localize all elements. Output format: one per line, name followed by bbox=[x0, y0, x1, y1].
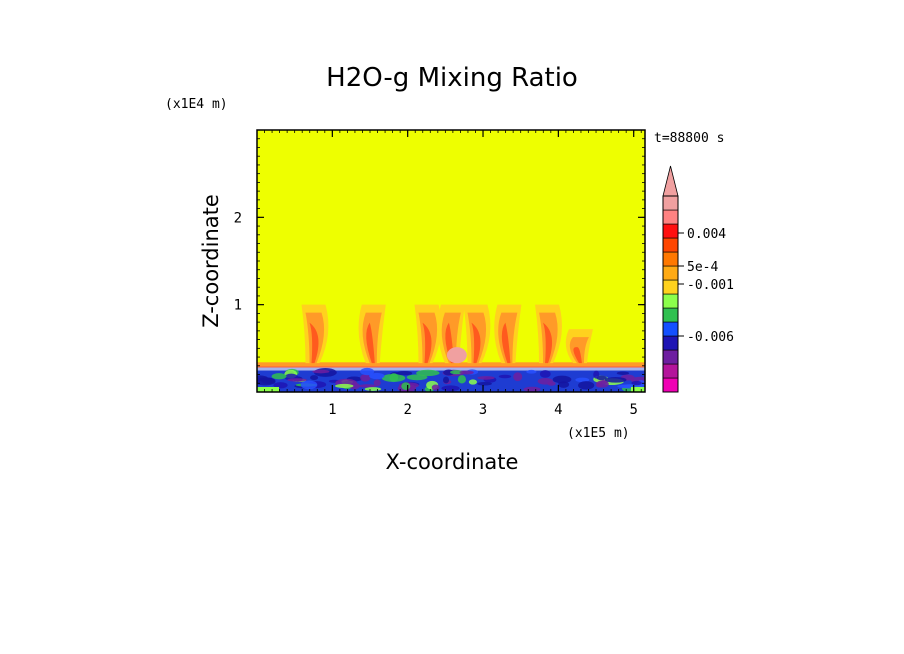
surface-patch bbox=[596, 375, 607, 381]
surface-patch bbox=[459, 370, 474, 375]
plot-area bbox=[257, 130, 645, 392]
plume-peak bbox=[446, 347, 467, 364]
colorbar-segment bbox=[662, 363, 679, 379]
surface-patch bbox=[369, 372, 385, 380]
surface-patch bbox=[523, 386, 541, 392]
colorbar-segment bbox=[662, 377, 679, 393]
plumes bbox=[301, 304, 593, 364]
colorbar-segment bbox=[662, 223, 679, 239]
plume-core bbox=[543, 322, 553, 364]
surface-layer bbox=[257, 362, 645, 392]
surface-patch bbox=[287, 378, 307, 382]
colorbar-tick-label: 0.004 bbox=[687, 227, 726, 242]
surface-patch bbox=[552, 375, 572, 384]
surface-patch bbox=[310, 375, 319, 381]
surface-patch bbox=[257, 387, 279, 392]
colorbar-segment bbox=[662, 209, 679, 225]
surface-patch bbox=[596, 380, 609, 388]
x-tick-label: 3 bbox=[479, 402, 487, 418]
surface-patch bbox=[401, 382, 411, 391]
surface-patch bbox=[381, 374, 406, 382]
colorbar-segment bbox=[662, 307, 679, 323]
surface-patch bbox=[300, 380, 318, 390]
boundary-layer-top bbox=[257, 362, 645, 369]
surface-patch bbox=[477, 376, 495, 380]
surface-patch bbox=[261, 377, 276, 384]
surface-patch bbox=[441, 385, 460, 392]
plume-core bbox=[422, 322, 432, 364]
colorbar-tick-label: -0.006 bbox=[687, 330, 734, 345]
plume-core bbox=[501, 322, 511, 364]
time-label: t=88800 s bbox=[654, 131, 724, 146]
chart-title: H2O-g Mixing Ratio bbox=[326, 63, 578, 93]
y-scale-label: (x1E4 m) bbox=[165, 97, 228, 112]
colorbar-labels: 0.004 5e-4 -0.001 -0.006 bbox=[678, 227, 734, 345]
x-axis-title: X-coordinate bbox=[386, 450, 519, 474]
x-tick-label: 4 bbox=[554, 402, 562, 418]
plume-core bbox=[309, 322, 319, 364]
colorbar-segment bbox=[662, 237, 679, 253]
surface-patch bbox=[457, 375, 466, 384]
x-tick-label: 1 bbox=[328, 402, 336, 418]
surface-patch bbox=[593, 370, 600, 379]
surface-patch bbox=[498, 374, 512, 379]
surface-patch bbox=[578, 381, 595, 390]
surface-patch bbox=[335, 383, 354, 389]
surface-patch bbox=[539, 370, 551, 378]
y-axis-title: Z-coordinate bbox=[199, 194, 223, 328]
colorbar-segment bbox=[662, 265, 679, 281]
surface-patch bbox=[360, 374, 371, 382]
plume-core bbox=[573, 347, 582, 364]
surface-patch bbox=[450, 370, 464, 375]
x-tick-label: 5 bbox=[629, 402, 637, 418]
surface-patch bbox=[349, 382, 360, 390]
surface-band-edge bbox=[257, 367, 645, 371]
colorbar-segment bbox=[662, 335, 679, 351]
surface-patch bbox=[442, 376, 450, 384]
surface-patch bbox=[631, 380, 642, 386]
colorbar-extend-arrow bbox=[662, 165, 679, 197]
surface-patch bbox=[575, 377, 590, 383]
surface-patch bbox=[364, 387, 382, 391]
colorbar-segment bbox=[662, 321, 679, 337]
colorbar-segment bbox=[662, 279, 679, 295]
y-tick-label: 1 bbox=[234, 298, 242, 314]
plume-core bbox=[366, 322, 375, 364]
minor-ticks bbox=[257, 130, 645, 392]
colorbar-frame bbox=[662, 195, 679, 393]
y-tick-label: 2 bbox=[234, 210, 242, 226]
plume-core bbox=[471, 322, 481, 364]
colorbar-tick-label: -0.001 bbox=[687, 278, 734, 293]
surface-patch bbox=[312, 369, 330, 374]
surface-patch bbox=[358, 384, 377, 388]
surface-patch bbox=[468, 379, 478, 385]
surface-patch bbox=[604, 377, 627, 383]
surface-patch bbox=[526, 369, 537, 374]
surface-patch bbox=[616, 371, 630, 375]
surface-patch bbox=[513, 372, 523, 382]
colorbar-segment bbox=[662, 251, 679, 267]
surface-patch bbox=[373, 379, 381, 387]
x-scale-label: (x1E5 m) bbox=[567, 426, 630, 441]
surface-patch bbox=[396, 370, 413, 376]
colorbar-segment bbox=[662, 195, 679, 211]
colorbar-tick-label: 5e-4 bbox=[687, 260, 718, 275]
surface-patch bbox=[477, 381, 492, 386]
colorbar-segment bbox=[662, 293, 679, 309]
colorbar bbox=[662, 165, 679, 393]
surface-patch bbox=[416, 369, 440, 377]
surface-patch bbox=[431, 384, 440, 391]
surface-patch bbox=[406, 374, 428, 381]
x-tick-label: 2 bbox=[403, 402, 411, 418]
colorbar-segment bbox=[662, 349, 679, 365]
surface-patch bbox=[537, 377, 554, 385]
surface-patch bbox=[273, 382, 288, 389]
surface-patch bbox=[631, 387, 645, 392]
surface-patch bbox=[271, 373, 287, 380]
surface-patch bbox=[360, 367, 375, 376]
